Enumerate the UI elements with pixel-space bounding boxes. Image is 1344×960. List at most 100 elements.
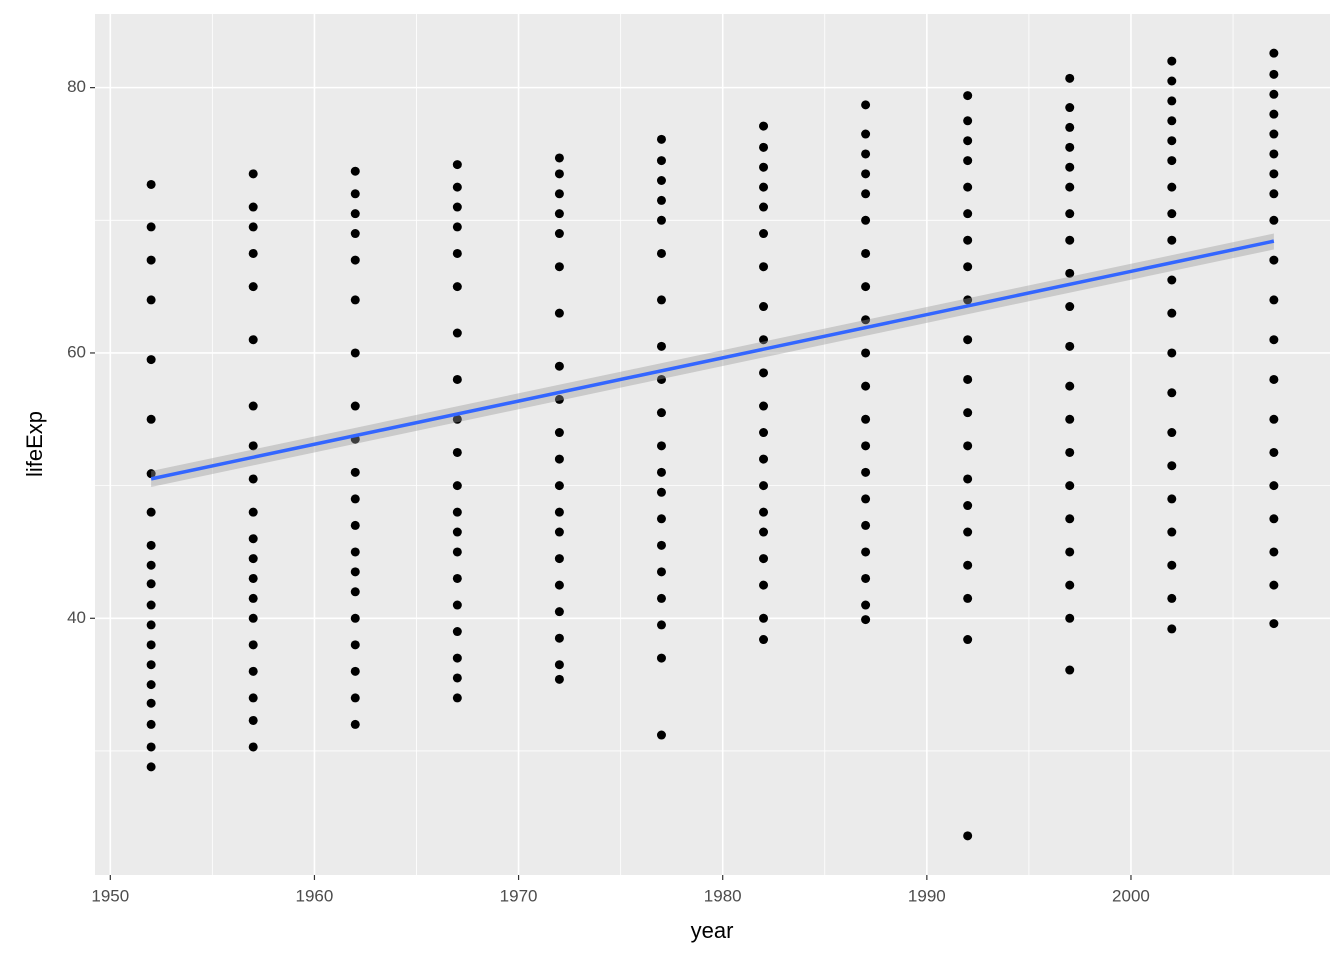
point <box>1167 527 1177 537</box>
point <box>656 514 666 524</box>
point <box>759 142 769 152</box>
point <box>656 156 666 166</box>
y-tick-label: 40 <box>67 608 86 627</box>
point <box>554 507 564 517</box>
point <box>1167 308 1177 318</box>
point <box>1065 665 1075 675</box>
point <box>1065 142 1075 152</box>
x-tick-label: 1970 <box>500 886 538 905</box>
point <box>248 613 258 623</box>
point <box>350 520 360 530</box>
point <box>554 308 564 318</box>
point <box>1167 136 1177 146</box>
point <box>452 328 462 338</box>
point <box>350 255 360 265</box>
point <box>350 189 360 199</box>
point <box>146 680 156 690</box>
point <box>1269 109 1279 119</box>
point <box>1269 69 1279 79</box>
point <box>759 613 769 623</box>
point <box>656 593 666 603</box>
point <box>248 666 258 676</box>
point <box>963 635 973 645</box>
point <box>146 640 156 650</box>
point <box>861 467 871 477</box>
point <box>759 554 769 564</box>
point <box>861 520 871 530</box>
point <box>861 169 871 179</box>
point <box>963 136 973 146</box>
point <box>248 401 258 411</box>
point <box>554 660 564 670</box>
point <box>1065 162 1075 172</box>
point <box>248 593 258 603</box>
point <box>861 381 871 391</box>
x-tick-label: 1990 <box>908 886 946 905</box>
point <box>1269 335 1279 345</box>
point <box>1269 189 1279 199</box>
point <box>963 593 973 603</box>
point <box>1167 56 1177 66</box>
x-axis-title: year <box>691 918 734 943</box>
point <box>1269 547 1279 557</box>
point <box>861 282 871 292</box>
point <box>350 613 360 623</box>
point <box>146 620 156 630</box>
x-tick-label: 1980 <box>704 886 742 905</box>
x-tick-label: 2000 <box>1112 886 1150 905</box>
point <box>861 149 871 159</box>
point <box>248 282 258 292</box>
point <box>452 627 462 637</box>
point <box>1167 235 1177 245</box>
point <box>759 335 769 345</box>
point <box>452 182 462 192</box>
point <box>248 742 258 752</box>
point <box>248 248 258 258</box>
point <box>759 162 769 172</box>
point <box>963 91 973 101</box>
point <box>1167 348 1177 358</box>
point <box>146 414 156 424</box>
point <box>1269 169 1279 179</box>
point <box>350 693 360 703</box>
point <box>1065 122 1075 132</box>
point <box>656 408 666 418</box>
fit-line <box>150 239 1275 481</box>
point <box>963 831 973 841</box>
point <box>452 447 462 457</box>
point <box>861 348 871 358</box>
point <box>1269 129 1279 139</box>
point <box>1269 374 1279 384</box>
point <box>1065 268 1075 278</box>
point <box>350 209 360 219</box>
point <box>861 494 871 504</box>
point <box>452 527 462 537</box>
point <box>1065 481 1075 491</box>
point <box>759 428 769 438</box>
point <box>963 262 973 272</box>
point <box>554 554 564 564</box>
point <box>248 507 258 517</box>
point <box>248 202 258 212</box>
point <box>656 567 666 577</box>
point <box>1269 295 1279 305</box>
point <box>248 640 258 650</box>
point <box>350 401 360 411</box>
point <box>759 454 769 464</box>
point <box>146 579 156 589</box>
point <box>350 295 360 305</box>
point <box>146 179 156 189</box>
point <box>861 189 871 199</box>
point <box>248 474 258 484</box>
point <box>1269 215 1279 225</box>
point <box>1167 560 1177 570</box>
point <box>554 394 564 404</box>
panel <box>95 14 1330 875</box>
point <box>146 742 156 752</box>
point <box>656 730 666 740</box>
point <box>452 374 462 384</box>
point <box>452 248 462 258</box>
point <box>248 335 258 345</box>
point <box>146 255 156 265</box>
point <box>1269 255 1279 265</box>
